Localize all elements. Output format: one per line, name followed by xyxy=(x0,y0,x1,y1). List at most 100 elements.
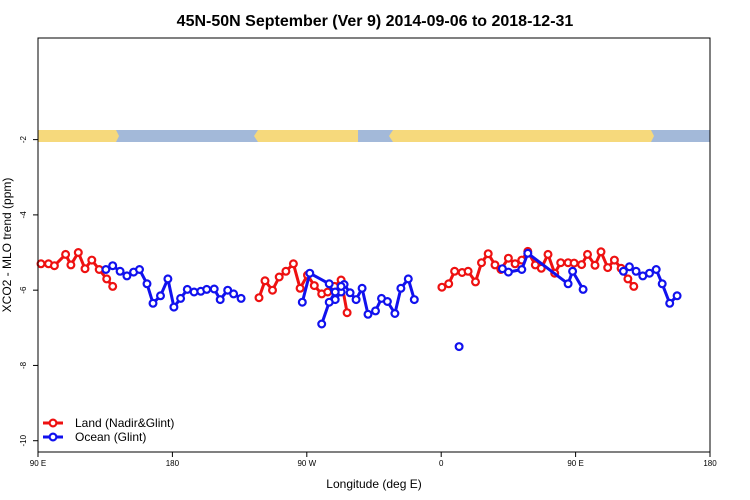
data-point xyxy=(80,264,90,274)
data-point xyxy=(156,291,166,301)
data-point xyxy=(644,268,654,278)
data-point xyxy=(324,297,334,307)
data-point xyxy=(471,277,481,287)
data-point xyxy=(390,309,400,319)
data-point xyxy=(363,309,373,319)
data-point xyxy=(73,248,83,258)
data-point xyxy=(305,268,315,278)
x-tick-label: 180 xyxy=(703,459,717,468)
y-tick-label: -10 xyxy=(19,434,28,446)
data-point xyxy=(623,274,633,284)
data-point xyxy=(229,289,239,299)
legend: Land (Nadir&Glint)Ocean (Glint) xyxy=(43,416,174,444)
data-point xyxy=(295,283,305,293)
data-point xyxy=(523,248,533,258)
data-point xyxy=(563,279,573,289)
data-point xyxy=(629,281,639,291)
data-point xyxy=(260,276,270,286)
data-point xyxy=(101,265,111,275)
data-point xyxy=(288,259,298,269)
data-point xyxy=(324,279,334,289)
data-point xyxy=(371,306,381,316)
x-tick-label: 90 E xyxy=(567,459,583,468)
data-point xyxy=(382,297,392,307)
data-point xyxy=(209,284,219,294)
data-point xyxy=(657,279,667,289)
data-point xyxy=(49,261,59,271)
data-point xyxy=(409,295,419,305)
data-point xyxy=(108,261,118,271)
data-point xyxy=(510,259,520,269)
data-point xyxy=(215,295,225,305)
data-point xyxy=(115,266,125,276)
data-point xyxy=(450,266,460,276)
data-point xyxy=(444,279,454,289)
series-1 xyxy=(101,248,682,352)
x-tick-label: 90 W xyxy=(297,459,316,468)
y-tick-label: -2 xyxy=(19,136,28,144)
data-point xyxy=(274,272,284,282)
data-point xyxy=(454,342,464,352)
data-point xyxy=(281,266,291,276)
data-point xyxy=(66,260,76,270)
data-point xyxy=(108,281,118,291)
data-point xyxy=(437,282,447,292)
data-point xyxy=(351,295,361,305)
data-point xyxy=(556,258,566,268)
data-point xyxy=(618,266,628,276)
data-point xyxy=(477,258,487,268)
y-axis: -2 -4 -6 -8 -10 xyxy=(19,136,38,446)
data-point xyxy=(342,308,352,318)
y-tick-label: -6 xyxy=(19,286,28,294)
data-point xyxy=(543,249,553,259)
data-point xyxy=(590,260,600,270)
data-point xyxy=(268,285,278,295)
legend-entry: Ocean (Glint) xyxy=(75,430,146,444)
chart-title: 45N-50N September (Ver 9) 2014-09-06 to … xyxy=(177,13,574,30)
data-point xyxy=(297,297,307,307)
data-point xyxy=(490,260,500,270)
data-point xyxy=(483,249,493,259)
data-point xyxy=(202,284,212,294)
plot-frame xyxy=(37,37,711,453)
data-point xyxy=(577,260,587,270)
data-point xyxy=(330,287,340,297)
y-axis-label: XCO2 - MLO trend (ppm) xyxy=(0,178,14,313)
data-point xyxy=(169,302,179,312)
x-axis-label: Longitude (deg E) xyxy=(326,477,421,491)
data-point xyxy=(87,255,97,265)
data-point xyxy=(254,293,264,303)
data-point xyxy=(609,255,619,265)
data-point xyxy=(517,265,527,275)
data-point xyxy=(236,293,246,303)
data-point xyxy=(503,253,513,263)
y-tick-label: -4 xyxy=(19,211,28,219)
data-point xyxy=(309,281,319,291)
data-point xyxy=(672,291,682,301)
data-point xyxy=(665,298,675,308)
data-point xyxy=(403,274,413,284)
legend-entry: Land (Nadir&Glint) xyxy=(75,416,174,430)
data-point xyxy=(176,293,186,303)
legend-swatch-marker xyxy=(48,418,58,428)
x-axis: 90 E 180 90 W 0 90 E 180 xyxy=(30,452,717,468)
data-point xyxy=(102,274,112,284)
data-point xyxy=(503,267,513,277)
data-point xyxy=(357,283,367,293)
plot-area xyxy=(36,246,682,352)
data-point xyxy=(396,283,406,293)
data-point xyxy=(142,279,152,289)
x-tick-label: 0 xyxy=(439,459,444,468)
data-point xyxy=(582,249,592,259)
data-point xyxy=(651,265,661,275)
data-point xyxy=(568,266,578,276)
data-point xyxy=(463,266,473,276)
data-point xyxy=(317,319,327,329)
data-point xyxy=(163,274,173,284)
x-tick-label: 90 E xyxy=(30,459,46,468)
data-point xyxy=(624,262,634,272)
data-point xyxy=(569,258,579,268)
data-point xyxy=(36,259,46,269)
data-point xyxy=(135,265,145,275)
